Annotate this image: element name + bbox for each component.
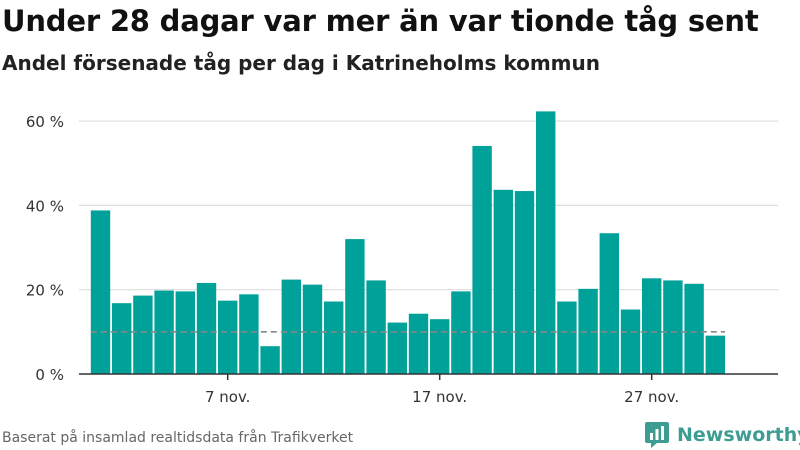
bar xyxy=(430,319,450,374)
chart-title: Under 28 dagar var mer än var tionde tåg… xyxy=(2,4,759,38)
bars xyxy=(90,111,725,374)
bar xyxy=(451,291,471,374)
bar xyxy=(493,189,513,374)
bar xyxy=(578,288,598,374)
bar xyxy=(196,282,217,374)
source-note: Baserat på insamlad realtidsdata från Tr… xyxy=(2,430,354,446)
y-tick-label: 40 % xyxy=(26,197,64,215)
bar xyxy=(302,284,323,374)
x-tick-label: 27 nov. xyxy=(624,388,679,406)
bar xyxy=(514,191,535,374)
bar xyxy=(90,210,111,374)
chart-subtitle: Andel försenade tåg per dag i Katrinehol… xyxy=(2,51,600,75)
bar xyxy=(705,335,725,374)
bar xyxy=(642,278,662,374)
bar xyxy=(387,322,407,374)
y-tick-label: 0 % xyxy=(35,366,64,384)
bar xyxy=(599,233,619,374)
bar xyxy=(112,303,132,374)
bar xyxy=(408,313,429,374)
bar xyxy=(345,239,365,374)
bar xyxy=(260,346,280,374)
axes: 0 % 20 % 40 % 60 % 7 nov. 17 nov. 27 nov. xyxy=(26,113,778,406)
bar xyxy=(281,279,301,374)
bar xyxy=(472,145,492,374)
bar xyxy=(663,280,683,374)
bar-chart-icon xyxy=(645,422,669,448)
x-tick-label: 7 nov. xyxy=(205,388,250,406)
x-tick-label: 17 nov. xyxy=(412,388,467,406)
newsworthy-logo: Newsworthy xyxy=(644,421,800,449)
bar xyxy=(620,309,641,374)
y-tick-label: 20 % xyxy=(26,282,64,300)
logo-text: Newsworthy xyxy=(677,424,800,446)
bar-chart: 0 % 20 % 40 % 60 % 7 nov. 17 nov. 27 nov. xyxy=(26,111,778,406)
bar xyxy=(366,280,386,374)
bar xyxy=(536,111,556,374)
bar xyxy=(557,301,577,374)
bar xyxy=(684,283,704,374)
bar xyxy=(218,300,238,374)
bar xyxy=(175,291,195,374)
y-tick-label: 60 % xyxy=(26,113,64,131)
bar xyxy=(324,301,344,374)
bar xyxy=(239,294,259,374)
gridlines xyxy=(79,120,778,291)
bar xyxy=(133,295,153,374)
